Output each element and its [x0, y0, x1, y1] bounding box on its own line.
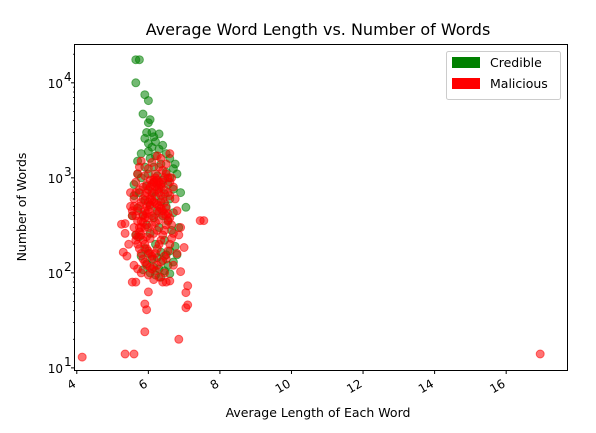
y-tick-exponent-10000: 4	[64, 70, 72, 84]
y-tick-label-10: 10	[48, 362, 63, 376]
point-malicious-178	[143, 213, 153, 223]
x-tick-label-16: 16	[487, 376, 507, 396]
point-malicious-27	[124, 239, 134, 249]
point-malicious-10	[183, 300, 193, 310]
point-malicious-59	[143, 164, 153, 174]
x-tick-label-12: 12	[344, 376, 364, 396]
point-malicious-2	[129, 349, 139, 359]
y-axis-label: Number of Words	[14, 153, 29, 262]
point-malicious-4	[140, 327, 150, 337]
point-malicious-23	[120, 219, 130, 229]
point-malicious-18	[176, 267, 186, 277]
point-malicious-3	[535, 349, 545, 359]
point-credible-4	[143, 96, 153, 106]
x-axis-label: Average Length of Each Word	[226, 405, 411, 420]
y-tick-label-10000: 10	[48, 77, 63, 91]
y-tick-label-1000: 10	[48, 172, 63, 186]
x-tick-label-14: 14	[416, 376, 436, 396]
point-malicious-5	[174, 334, 184, 344]
point-malicious-29	[118, 247, 128, 257]
point-malicious-45	[172, 206, 182, 216]
point-credible-90	[176, 188, 186, 198]
point-malicious-8	[143, 287, 153, 297]
point-credible-5	[138, 109, 148, 119]
point-credible-1	[134, 55, 144, 65]
point-malicious-7	[140, 299, 150, 309]
point-malicious-52	[136, 156, 146, 166]
point-malicious-12	[183, 281, 193, 291]
chart-title: Average Word Length vs. Number of Words	[146, 20, 491, 39]
point-malicious-32	[172, 249, 182, 258]
point-credible-52	[181, 202, 191, 212]
point-malicious-56	[154, 162, 164, 172]
point-malicious-14	[131, 277, 141, 287]
y-tick-exponent-1000: 3	[64, 165, 72, 179]
point-credible-2	[131, 78, 141, 88]
point-malicious-26	[120, 228, 130, 238]
point-malicious-37	[129, 260, 139, 270]
point-malicious-49	[131, 177, 141, 187]
y-tick-exponent-10: 1	[64, 355, 72, 369]
point-credible-20	[136, 149, 146, 159]
legend-label-credible: Credible	[490, 55, 542, 70]
point-malicious-172	[152, 225, 162, 235]
point-malicious-94	[168, 228, 178, 238]
point-malicious-147	[131, 235, 141, 245]
point-malicious-33	[168, 260, 178, 270]
point-malicious-1	[120, 349, 130, 359]
point-malicious-67	[165, 191, 175, 201]
x-tick-label-10: 10	[273, 376, 293, 396]
point-malicious-177	[154, 207, 164, 217]
point-malicious-0	[77, 352, 87, 362]
point-malicious-24	[165, 149, 175, 159]
point-credible-7	[143, 118, 153, 128]
point-malicious-44	[176, 223, 186, 232]
legend-swatch-credible	[452, 57, 480, 68]
y-tick-label-100: 10	[48, 267, 63, 281]
data-points	[77, 55, 545, 362]
legend-swatch-malicious	[452, 78, 480, 89]
point-malicious-19	[179, 243, 189, 252]
point-malicious-179	[140, 223, 150, 232]
point-malicious-55	[156, 153, 166, 163]
point-malicious-166	[165, 177, 175, 187]
point-malicious-21	[199, 216, 209, 226]
legend: Credible Malicious	[446, 51, 561, 100]
plot-area-frame	[74, 44, 568, 371]
point-malicious-174	[142, 232, 152, 242]
y-tick-exponent-100: 2	[64, 260, 72, 274]
legend-label-malicious: Malicious	[490, 76, 548, 91]
